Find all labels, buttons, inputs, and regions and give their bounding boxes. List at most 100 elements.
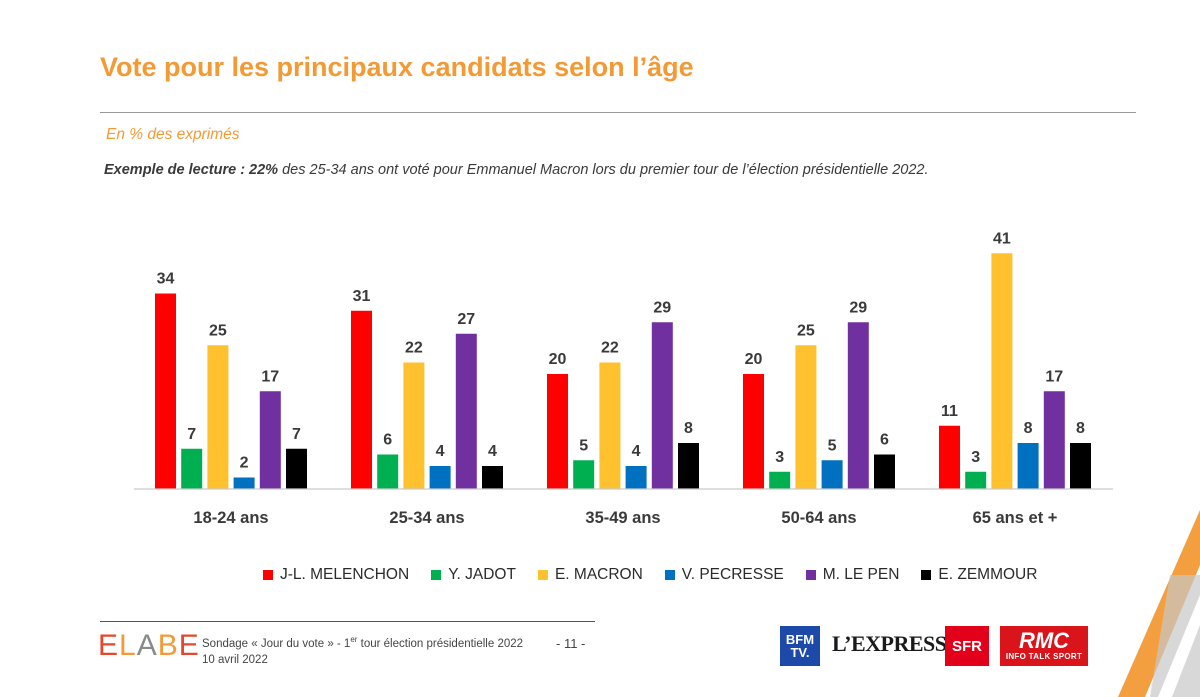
- bar: [965, 471, 987, 489]
- bar: [939, 425, 960, 489]
- source-date: 10 avril 2022: [202, 653, 268, 666]
- bar: [482, 466, 503, 489]
- x-tick-label: 18-24 ans: [193, 509, 268, 527]
- data-label: 41: [993, 230, 1011, 247]
- legend-item: J-L. MELENCHON: [263, 566, 409, 584]
- data-label: 17: [261, 368, 279, 385]
- data-label: 25: [797, 322, 815, 339]
- bar: [1070, 443, 1091, 489]
- footer-divider: [100, 621, 595, 622]
- data-label: 4: [488, 443, 497, 460]
- data-label: 4: [436, 443, 445, 460]
- elabe-logo-letter: E: [98, 629, 120, 662]
- legend-item: V. PECRESSE: [664, 566, 784, 584]
- title-divider: [100, 112, 1136, 113]
- legend-item: Y. JADOT: [431, 566, 516, 584]
- bar: [821, 460, 843, 489]
- x-tick-label: 65 ans et +: [973, 509, 1058, 527]
- data-label: 20: [745, 351, 763, 368]
- bar: [743, 374, 764, 489]
- x-tick-label: 25-34 ans: [389, 509, 464, 527]
- bar: [678, 443, 699, 489]
- data-label: 22: [405, 340, 423, 357]
- rmc-logo: RMC INFO TALK SPORT: [1000, 626, 1088, 666]
- bar: [991, 253, 1013, 489]
- elabe-logo-letter: L: [119, 629, 137, 662]
- data-label: 2: [240, 455, 249, 472]
- data-label: 29: [849, 299, 867, 316]
- lexpress-logo: L’EXPRESS: [832, 631, 947, 656]
- data-label: 3: [775, 449, 784, 466]
- data-label: 29: [653, 299, 671, 316]
- bar: [259, 391, 281, 489]
- data-label: 8: [1024, 420, 1033, 437]
- legend-item: E. ZEMMOUR: [921, 566, 1037, 584]
- legend-swatch: [263, 570, 273, 580]
- bar: [599, 362, 621, 489]
- bar: [286, 448, 307, 489]
- legend-item: M. LE PEN: [805, 566, 900, 584]
- bar: [625, 466, 647, 489]
- legend-swatch: [537, 570, 548, 580]
- bar: [1017, 443, 1039, 489]
- elabe-logo-letter: B: [157, 629, 179, 662]
- rmc-logo-text: RMC: [1018, 628, 1070, 653]
- legend-swatch: [805, 570, 816, 580]
- legend-item: E. MACRON: [537, 566, 643, 584]
- data-label: 27: [457, 311, 475, 328]
- page-title: Vote pour les principaux candidats selon…: [100, 52, 694, 82]
- data-label: 34: [157, 271, 175, 288]
- bar: [233, 477, 255, 489]
- source-line-1: Sondage « Jour du vote » - 1: [202, 637, 351, 650]
- legend-label: M. LE PEN: [822, 566, 900, 583]
- data-label: 6: [383, 432, 392, 449]
- bfmtv-logo-line1: BFM: [785, 632, 815, 647]
- rmc-logo-tagline: INFO TALK SPORT: [1005, 652, 1083, 661]
- data-label: 8: [1076, 420, 1085, 437]
- legend-label: V. PECRESSE: [681, 566, 784, 583]
- x-tick-label: 35-49 ans: [585, 509, 660, 527]
- data-label: 11: [941, 403, 958, 420]
- bar: [403, 362, 425, 489]
- data-label: 6: [880, 432, 889, 449]
- legend-label: E. MACRON: [554, 566, 643, 583]
- legend-swatch: [664, 570, 675, 580]
- bfmtv-logo: BFM TV.: [780, 626, 820, 666]
- bar: [377, 454, 399, 489]
- bar: [155, 293, 176, 489]
- bar: [573, 460, 595, 489]
- bar: [874, 454, 895, 489]
- data-label: 4: [632, 443, 641, 460]
- data-label: 22: [601, 340, 619, 357]
- data-label: 5: [579, 437, 588, 454]
- elabe-logo-letter: A: [136, 629, 158, 662]
- bar: [207, 345, 229, 489]
- bar: [651, 322, 673, 489]
- source-line-1-end: tour élection présidentielle 2022: [357, 637, 524, 650]
- bfmtv-logo-line2: TV.: [790, 645, 810, 660]
- data-label: 31: [353, 288, 371, 305]
- bar: [1043, 391, 1065, 489]
- legend-swatch: [431, 570, 442, 580]
- elabe-logo-letter: E: [178, 629, 200, 662]
- footer-source: Sondage « Jour du vote » - 1er tour élec…: [202, 632, 523, 668]
- reading-example: Exemple de lecture : 22% des 25-34 ans o…: [104, 162, 929, 178]
- source-line-1-sup: er: [350, 635, 358, 644]
- data-label: 20: [549, 351, 567, 368]
- x-tick-label: 50-64 ans: [781, 509, 856, 527]
- elabe-a-decoration: [1118, 510, 1200, 697]
- data-label: 25: [209, 322, 227, 339]
- bar: [547, 374, 568, 489]
- data-label: 7: [292, 426, 301, 443]
- bar: [429, 466, 451, 489]
- legend-swatch: [921, 570, 932, 580]
- data-label: 17: [1045, 368, 1063, 385]
- data-label: 3: [971, 449, 980, 466]
- chart-subtitle: En % des exprimés: [106, 126, 240, 143]
- bar: [181, 448, 203, 489]
- reading-example-prefix: Exemple de lecture : 22%: [104, 162, 279, 178]
- data-label: 8: [684, 420, 693, 437]
- data-label: 5: [828, 437, 837, 454]
